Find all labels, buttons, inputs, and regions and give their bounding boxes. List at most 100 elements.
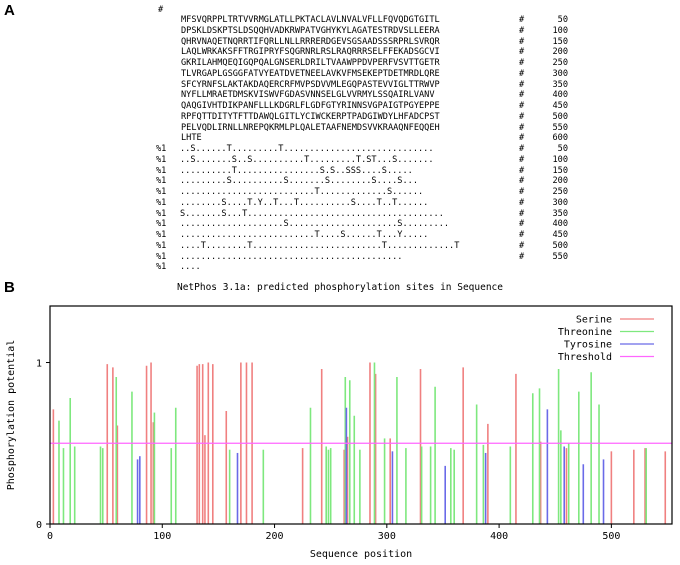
sequence-line-prefix: %1: [156, 230, 167, 240]
sequence-line-position: 350: [552, 208, 568, 219]
sequence-line-prefix: %1: [156, 262, 167, 273]
sequence-line-prefix: %1: [156, 240, 167, 251]
sequence-line-position: 500: [552, 111, 568, 122]
sequence-line-hash: #: [519, 25, 525, 36]
sequence-line-prefix: %1: [156, 154, 167, 165]
sequence-line-position: 550: [552, 251, 568, 262]
sequence-line-text: TLVRGAPLGSGGFATVYEATDVETNEELAVKVFMSEKEPT…: [181, 68, 440, 79]
sequence-line-text: GKRILAHMQEQIGQPQALGNSERLDRILTVAAWPPDVPER…: [181, 58, 440, 68]
sequence-line-hash: #: [519, 230, 525, 240]
legend-label: Threonine: [558, 327, 612, 338]
sequence-line-text: .........S..........S.......S........S..…: [180, 176, 418, 187]
sequence-line-text: QHRVNAQETNQRRTIFQRLLNLLRRRERDGEVSGSAADSS…: [181, 36, 440, 47]
y-axis-label: Phosphorylation potential: [6, 340, 17, 491]
sequence-line-position: 600: [552, 133, 568, 144]
sequence-line-hash: #: [519, 111, 525, 122]
x-tick-label: 0: [47, 531, 53, 542]
sequence-line-hash: #: [519, 122, 525, 133]
x-tick-label: 400: [490, 531, 508, 542]
sequence-line-prefix: %1: [156, 176, 167, 187]
legend-label: Tyrosine: [564, 340, 612, 351]
sequence-line-hash: #: [519, 197, 525, 208]
sequence-line-hash: #: [519, 15, 525, 25]
sequence-line-position: 250: [552, 58, 568, 68]
sequence-line-hash: #: [519, 79, 525, 90]
legend-label: Serine: [576, 315, 612, 326]
sequence-line-text: ....................S...................…: [180, 219, 450, 230]
y-tick-label: 1: [36, 359, 42, 370]
sequence-line-hash: #: [519, 240, 525, 251]
sequence-line-position: 150: [552, 165, 568, 176]
sequence-line-hash: #: [519, 187, 525, 197]
legend-label: Threshold: [558, 352, 612, 363]
x-tick-label: 300: [378, 531, 396, 542]
sequence-line-prefix: %1: [156, 197, 167, 208]
sequence-line-text: ..S.......S..S..........T.........T.ST..…: [180, 154, 434, 165]
sequence-line-text: ..........................T.............…: [180, 187, 424, 197]
sequence-line-text: SFCYRNFSLAKTAKDAQERCRFMVPSDVVMLEGQPASTEV…: [181, 79, 440, 90]
x-tick-label: 200: [266, 531, 284, 542]
chart-title: NetPhos 3.1a: predicted phosphorylation …: [176, 282, 503, 293]
x-tick-label: 100: [153, 531, 171, 542]
sequence-line-text: ....: [180, 262, 201, 273]
sequence-line-position: 300: [552, 68, 568, 79]
sequence-line-hash: #: [519, 58, 525, 68]
sequence-line-text: ..........T................S.S..SSS....S…: [180, 165, 413, 176]
sequence-line-hash: #: [519, 36, 525, 47]
sequence-line-text: ....T........T.........................T…: [180, 240, 460, 251]
y-tick-label: 0: [36, 520, 42, 531]
sequence-line-hash: #: [519, 219, 525, 230]
sequence-line-text: S.......S...T...........................…: [180, 208, 444, 219]
sequence-line-text: LHTE: [181, 133, 202, 144]
x-tick-label: 500: [602, 531, 620, 542]
sequence-line-position: 500: [552, 240, 568, 251]
sequence-line-text: ........................................…: [180, 251, 403, 262]
panel-b-label: B: [4, 279, 15, 296]
sequence-line-prefix: %1: [156, 251, 167, 262]
sequence-line-position: 450: [552, 101, 568, 111]
sequence-line-position: 100: [552, 25, 568, 36]
sequence-line-hash: #: [519, 208, 525, 219]
sequence-line-hash: #: [519, 133, 525, 144]
sequence-line-hash: #: [519, 101, 525, 111]
sequence-line-position: 200: [552, 176, 568, 187]
sequence-line-position: 400: [552, 219, 568, 230]
bar-group: [52, 362, 667, 524]
sequence-line-position: 250: [552, 187, 568, 197]
sequence-line-position: 50: [557, 144, 568, 154]
sequence-line-hash: #: [519, 165, 525, 176]
panel-a-label: A: [4, 2, 15, 19]
sequence-line-text: ..S......T.........T....................…: [180, 144, 434, 154]
sequence-line-prefix: %1: [156, 144, 167, 154]
sequence-line-position: 400: [552, 90, 568, 101]
sequence-line-hash: #: [519, 68, 525, 79]
sequence-line-hash: #: [519, 176, 525, 187]
sequence-line-hash: #: [519, 251, 525, 262]
sequence-line-hash: #: [519, 90, 525, 101]
sequence-line-prefix: %1: [156, 187, 167, 197]
sequence-line-prefix: %1: [156, 165, 167, 176]
sequence-line-text: QAQGIVHTDIKPANFLLLKDGRLFLGDFGTYRINNSVGPA…: [181, 101, 440, 111]
sequence-line-position: 300: [552, 197, 568, 208]
sequence-line-prefix: %1: [156, 219, 167, 230]
sequence-line-text: DPSKLDSKPTSLDSQQHVADKRWPATVGHYKYLAGATEST…: [181, 25, 440, 36]
sequence-line-prefix: %1: [156, 208, 167, 219]
sequence-line-text: PELVQDLIRNLLNREPQKRMLPLQALETAAFNEMDSVVKR…: [181, 122, 440, 133]
sequence-line-hash: #: [519, 144, 525, 154]
sequence-line-text: RPFQTTDITYTFTTDAWQLGITLYCIWCKERPTPADGIWD…: [181, 111, 440, 122]
sequence-line-position: 200: [552, 47, 568, 58]
sequence-line-hash: #: [519, 154, 525, 165]
sequence-line-position: 350: [552, 79, 568, 90]
sequence-line-text: LAQLWRKAKSFFTRGIPRYFSQGRNRLRSLRAQRRRSELF…: [181, 47, 440, 58]
plot-frame: [49, 305, 673, 525]
sequence-line-position: 450: [552, 230, 568, 240]
sequence-line-position: 150: [552, 36, 568, 47]
x-axis-label: Sequence position: [310, 549, 412, 560]
sequence-line-position: 100: [552, 154, 568, 165]
sequence-line-text: MFSVQRPPLTRTVVRMGLATLLPKTACLAVLNVALVFLLF…: [181, 15, 440, 25]
sequence-line-position: 550: [552, 122, 568, 133]
sequence-line-position: 50: [557, 15, 568, 25]
sequence-line-hash: #: [519, 47, 525, 58]
